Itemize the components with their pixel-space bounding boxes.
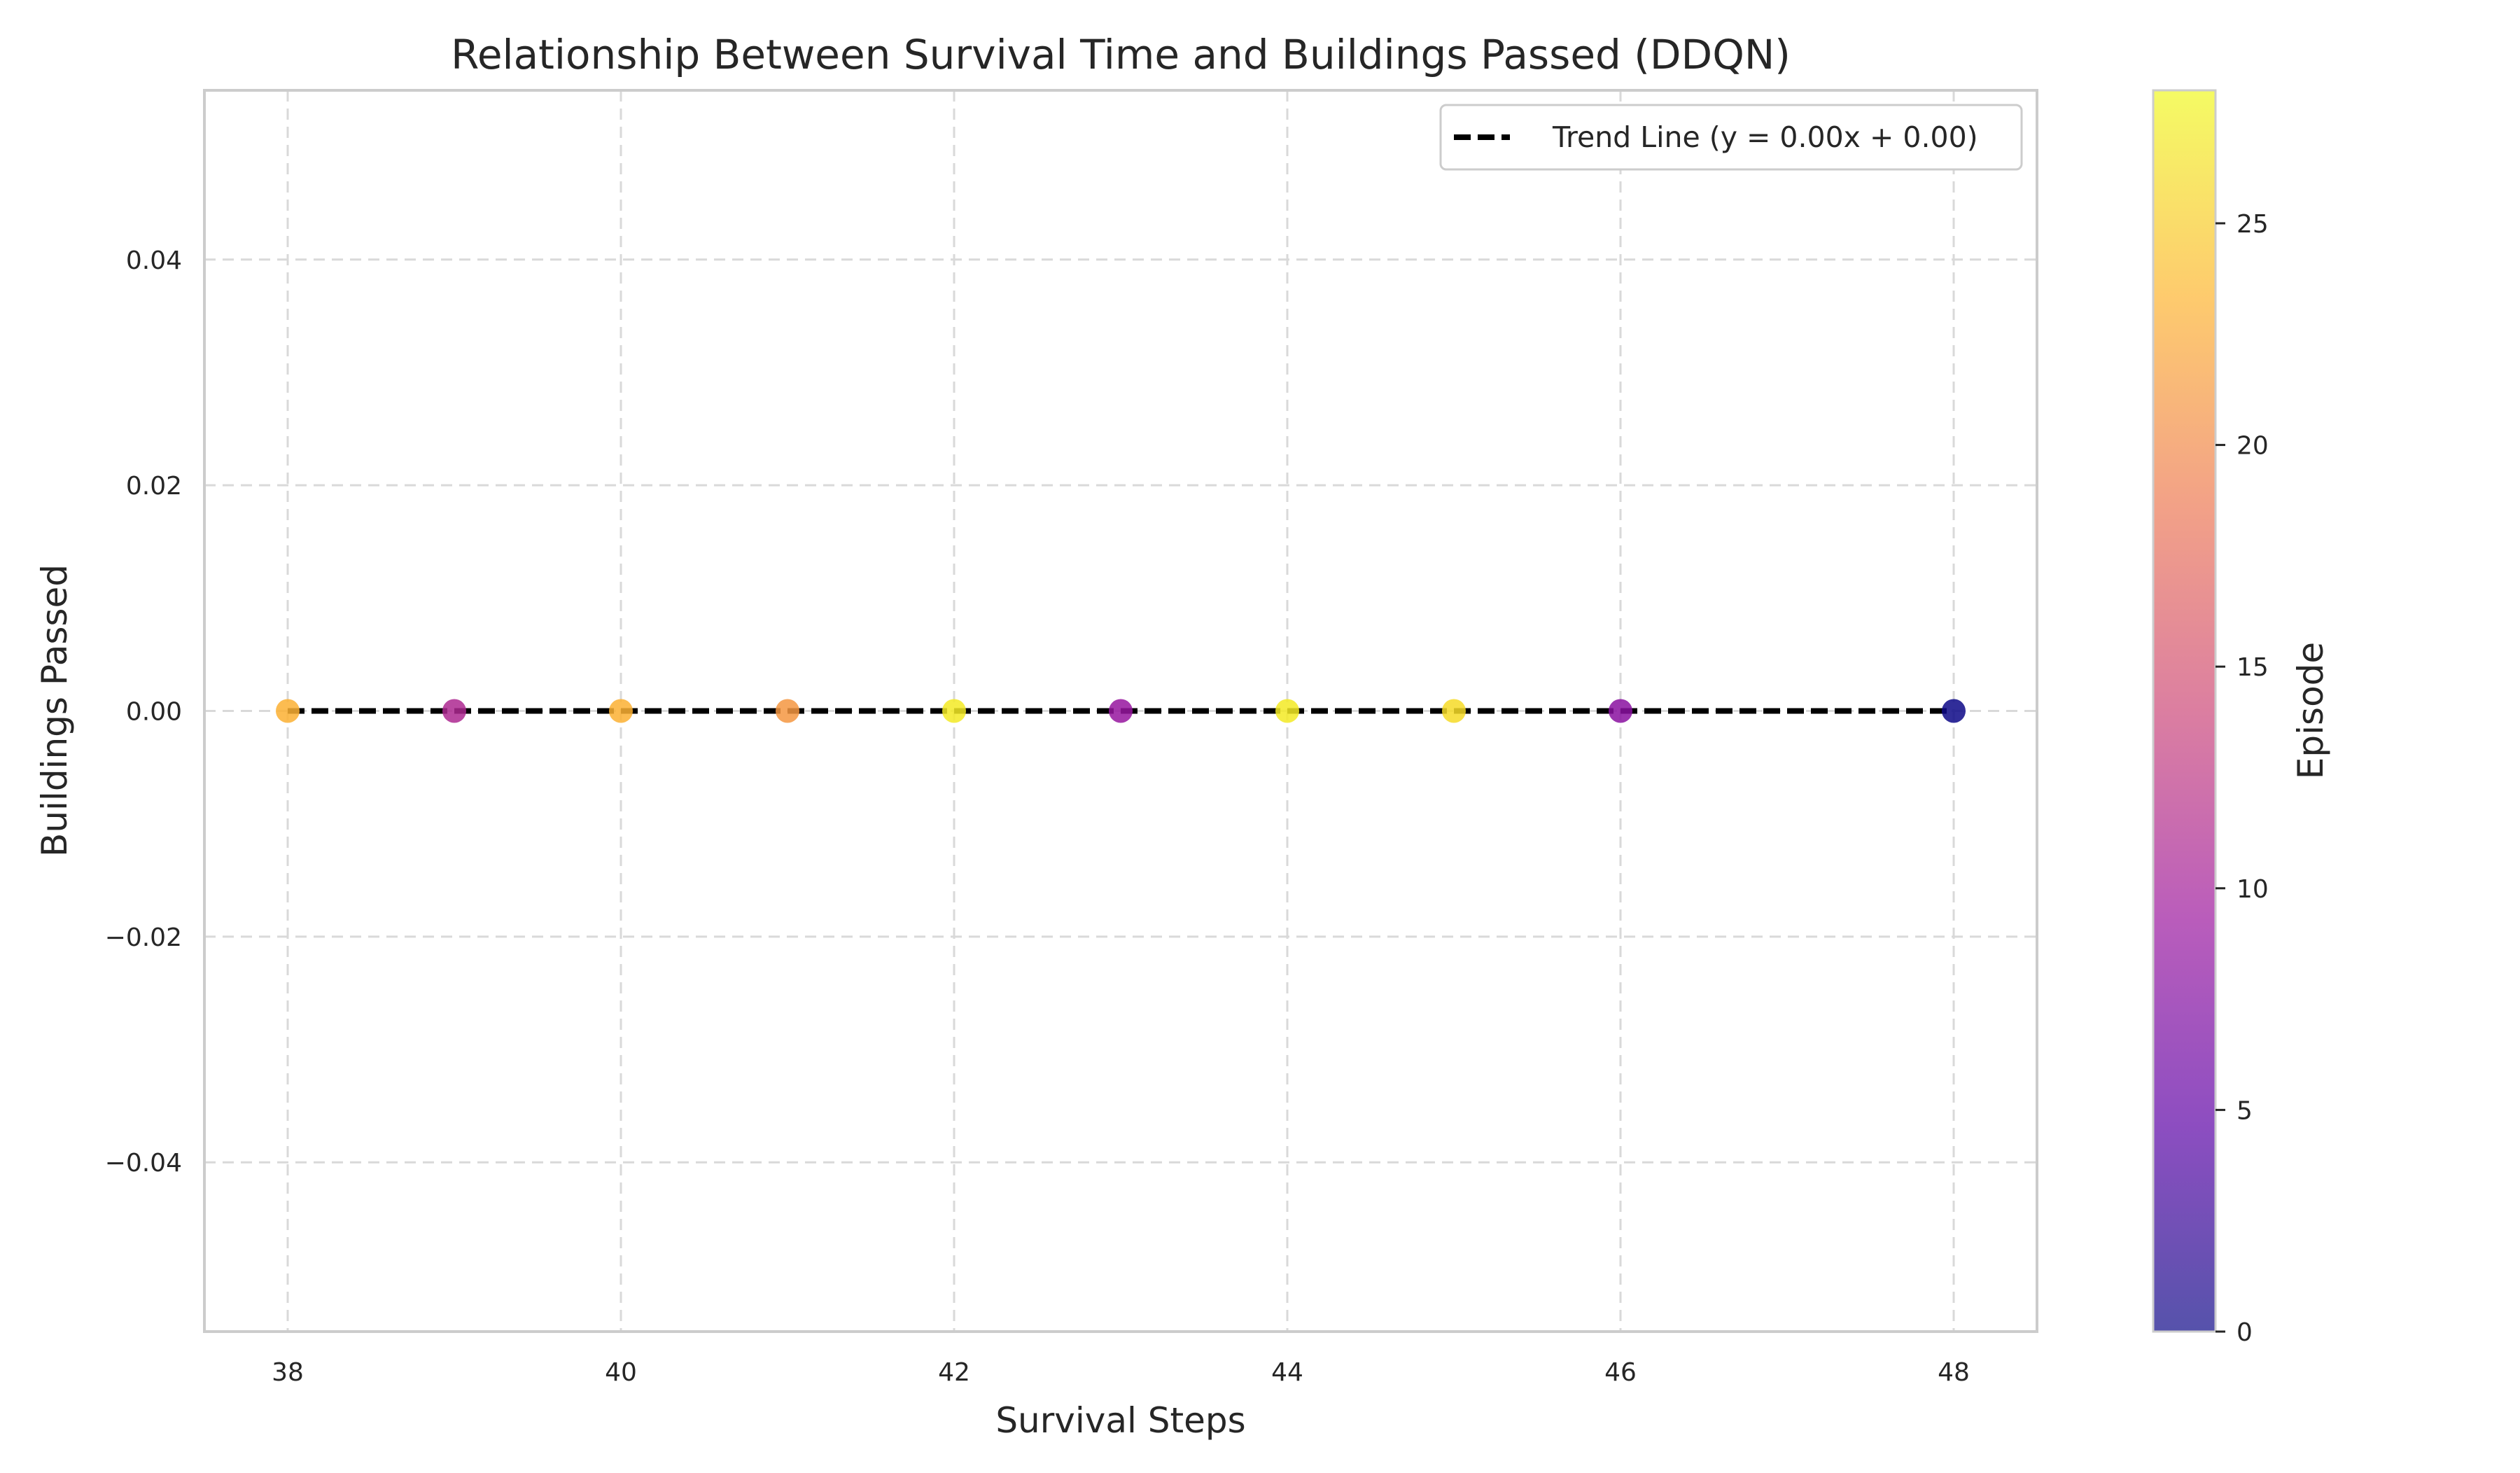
legend-trend-label: Trend Line (y = 0.00x + 0.00) — [1552, 120, 1978, 154]
y-tick-label: 0.00 — [126, 698, 182, 727]
scatter-point — [609, 699, 633, 723]
x-tick-label: 48 — [1938, 1358, 1970, 1387]
legend-box — [1439, 104, 2023, 171]
plot-frame — [203, 89, 2038, 1333]
colorbar-tick-label: 0 — [2236, 1318, 2253, 1347]
y-tick-label: −0.04 — [105, 1149, 182, 1178]
scatter-point — [276, 699, 300, 723]
points-layer — [276, 699, 1966, 723]
scatter-point — [1109, 699, 1133, 723]
colorbar-ticks: 0 5 10 15 20 25 — [2216, 210, 2269, 1347]
x-tick-label: 46 — [1604, 1358, 1637, 1387]
scatter-point — [1609, 699, 1632, 723]
chart-title: Relationship Between Survival Time and B… — [451, 31, 1791, 78]
x-tick-label: 40 — [605, 1358, 637, 1387]
scatter-point — [1275, 699, 1299, 723]
colorbar-title: Episode — [2290, 642, 2331, 779]
x-tick-labels: 38 40 42 44 46 48 — [272, 1358, 1970, 1387]
colorbar-tick-label: 5 — [2236, 1096, 2253, 1125]
scatter-point — [942, 699, 966, 723]
colorbar-frame — [2152, 89, 2217, 1333]
colorbar-tick-label: 10 — [2236, 875, 2269, 904]
x-axis-title: Survival Steps — [995, 1400, 1245, 1441]
x-tick-label: 44 — [1271, 1358, 1303, 1387]
scatter-point — [1942, 699, 1966, 723]
scatter-point — [776, 699, 799, 723]
x-tick-label: 38 — [272, 1358, 304, 1387]
legend: Trend Line (y = 0.00x + 0.00) — [1439, 104, 2023, 171]
colorbar-tick-label: 15 — [2236, 653, 2269, 682]
scatter-point — [442, 699, 466, 723]
colorbar-tick-label: 25 — [2236, 210, 2269, 239]
y-axis-title: Buildings Passed — [34, 564, 75, 857]
y-tick-label: −0.02 — [105, 923, 182, 952]
colorbar-tick-label: 20 — [2236, 432, 2269, 461]
x-tick-label: 42 — [938, 1358, 970, 1387]
colorbar: 0 5 10 15 20 25 Episode — [2152, 89, 2331, 1347]
y-tick-labels: −0.04 −0.02 0.00 0.02 0.04 — [105, 246, 182, 1178]
colorbar-gradient — [2153, 90, 2216, 1332]
scatter-point — [1442, 699, 1466, 723]
y-tick-label: 0.02 — [126, 472, 182, 501]
y-tick-label: 0.04 — [126, 246, 182, 275]
